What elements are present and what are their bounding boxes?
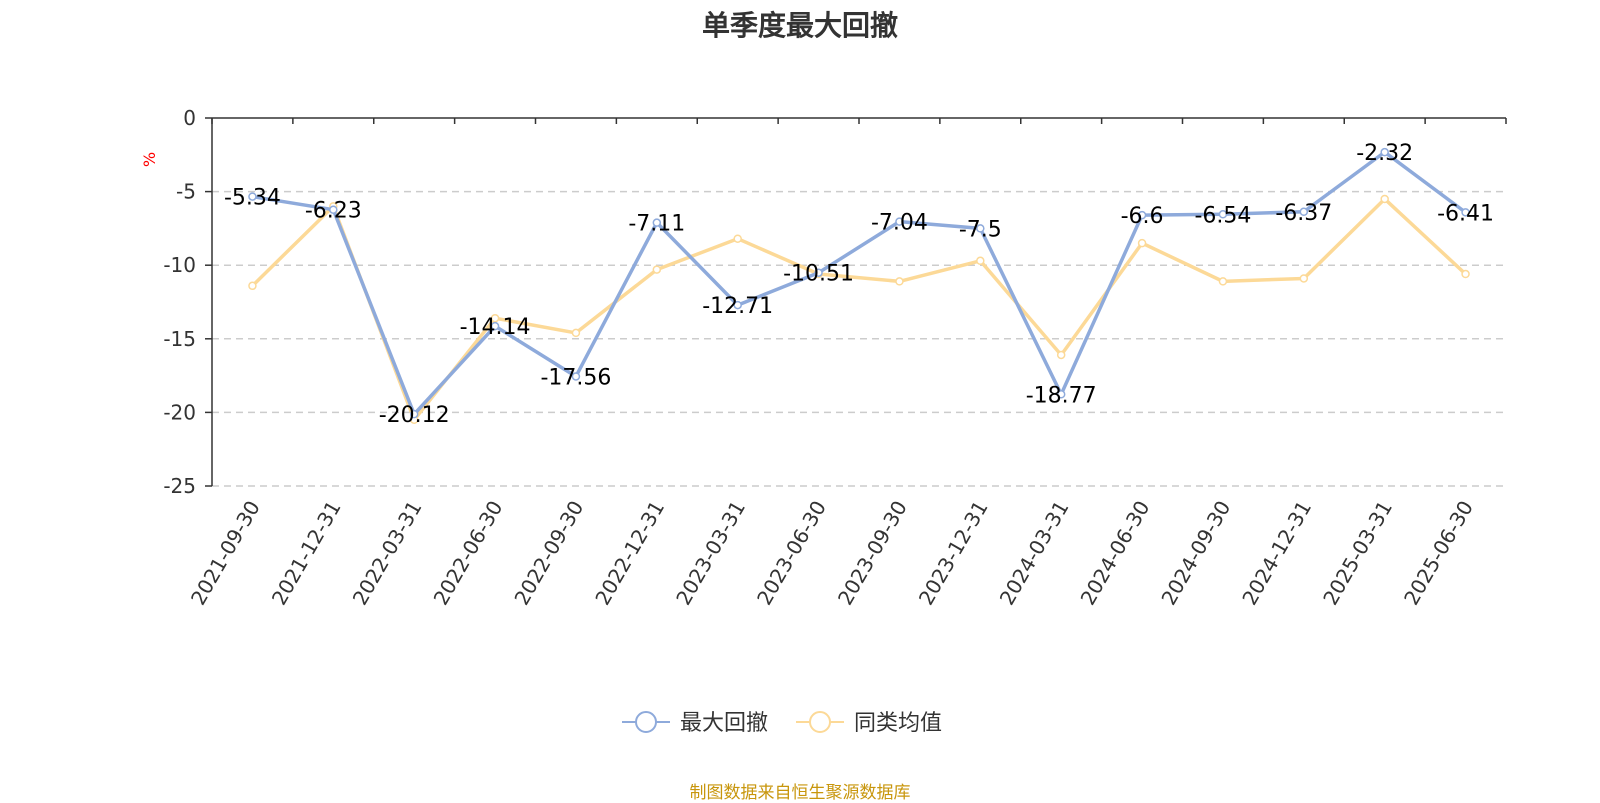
- x-tick-label: 2025-06-30: [1399, 497, 1478, 610]
- data-point: [1299, 274, 1309, 283]
- x-tick-label: 2023-09-30: [833, 497, 912, 610]
- data-point: [409, 409, 419, 419]
- data-point: [1461, 269, 1470, 279]
- y-tick-label: -25: [163, 474, 196, 498]
- x-tick-label: 2023-06-30: [752, 497, 831, 610]
- data-label: -6.6: [1121, 204, 1164, 229]
- x-tick-label: 2023-12-31: [914, 497, 993, 610]
- data-label: -7.04: [871, 211, 928, 236]
- x-tick-label: 2022-06-30: [428, 497, 507, 610]
- y-tick-label: -5: [176, 180, 196, 204]
- data-label: -18.77: [1026, 383, 1097, 408]
- data-point: [733, 300, 742, 310]
- data-point: [733, 234, 742, 243]
- data-point: [1056, 390, 1066, 399]
- data-point: [1218, 277, 1228, 286]
- legend-item-1[interactable]: 同类均值: [796, 711, 942, 736]
- data-point: [652, 218, 662, 227]
- data-point: [652, 265, 662, 274]
- data-point: [1137, 238, 1147, 248]
- y-tick-label: -15: [163, 327, 196, 351]
- series: [248, 147, 1470, 425]
- y-tick-label: -20: [163, 400, 196, 424]
- data-point: [1461, 208, 1470, 217]
- chart-title: 单季度最大回撤: [701, 9, 898, 42]
- data-label: -6.23: [305, 199, 362, 224]
- data-label: -14.14: [460, 315, 531, 340]
- series-line-0: [252, 150, 1467, 416]
- data-point: [1380, 194, 1389, 204]
- data-labels: -5.34-6.23-20.12-14.14-17.56-7.11-12.71-…: [224, 141, 1494, 428]
- data-label: -10.51: [783, 262, 854, 287]
- x-tick-label: 2024-03-31: [995, 497, 1074, 610]
- series-line-1: [251, 197, 1467, 422]
- data-point: [1056, 350, 1066, 360]
- data-label: -7.11: [628, 212, 685, 237]
- legend[interactable]: 最大回撤 同类均值: [622, 711, 942, 736]
- data-point: [490, 313, 500, 323]
- x-tick-label: 2022-12-31: [590, 497, 669, 610]
- gridlines: [212, 190, 1506, 487]
- data-point: [895, 217, 904, 226]
- data-point: [248, 281, 257, 291]
- data-point: [490, 321, 500, 331]
- legend-label: 同类均值: [854, 711, 942, 736]
- source-note: 制图数据来自恒生聚源数据库: [689, 783, 911, 803]
- data-label: -12.71: [702, 294, 773, 319]
- data-label: -17.56: [540, 365, 611, 390]
- data-point: [248, 192, 257, 201]
- x-tick-label: 2023-03-31: [671, 497, 750, 610]
- data-label: -2.32: [1356, 141, 1413, 166]
- data-point: [571, 372, 581, 381]
- x-tick-label: 2022-09-30: [509, 497, 588, 610]
- data-point: [1137, 210, 1147, 220]
- y-tick-label: -10: [163, 253, 196, 277]
- y-tick-label: 0: [183, 106, 196, 130]
- x-tick-label: 2025-03-31: [1318, 497, 1397, 610]
- legend-swatch-marker: [809, 711, 831, 733]
- data-point: [976, 224, 985, 233]
- data-label: -5.34: [224, 186, 281, 211]
- data-point: [976, 256, 985, 266]
- legend-item-0[interactable]: 最大回撤: [622, 711, 768, 736]
- data-label: -6.54: [1194, 203, 1251, 228]
- data-label: -20.12: [379, 403, 450, 428]
- data-point: [895, 277, 904, 286]
- data-point: [329, 205, 338, 214]
- x-tick-label: 2024-12-31: [1237, 497, 1316, 610]
- x-tick-label: 2024-09-30: [1156, 497, 1235, 610]
- data-point: [1299, 207, 1309, 217]
- legend-swatch-marker: [635, 711, 657, 733]
- x-tick-label: 2022-03-31: [348, 497, 427, 610]
- data-point: [571, 328, 581, 338]
- data-point: [1380, 147, 1389, 157]
- x-tick-label: 2021-12-31: [267, 497, 346, 610]
- data-label: -7.5: [959, 217, 1002, 242]
- data-point: [1218, 210, 1228, 219]
- legend-label: 最大回撤: [680, 711, 768, 736]
- data-label: -6.37: [1275, 201, 1332, 226]
- data-point: [814, 268, 823, 277]
- x-tick-label: 2021-09-30: [186, 497, 265, 610]
- data-label: -6.41: [1437, 201, 1494, 226]
- x-tick-label: 2024-06-30: [1075, 497, 1154, 610]
